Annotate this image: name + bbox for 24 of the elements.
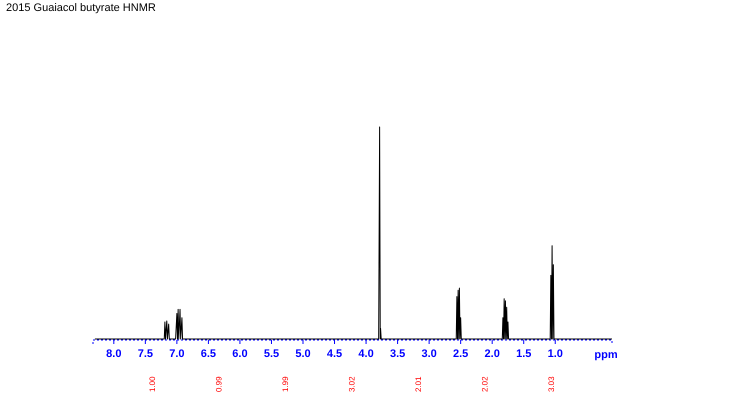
x-tick-label: 3.5 [390, 348, 406, 360]
x-tick-label: 5.5 [264, 348, 280, 360]
text: 3.02 [348, 376, 357, 392]
chart-title: 2015 Guaiacol butyrate HNMR [6, 2, 156, 14]
x-tick-label: 1.0 [548, 348, 563, 360]
x-axis-title: ppm [594, 349, 618, 361]
x-tick-label: 2.5 [453, 348, 468, 360]
text: 3.03 [547, 376, 556, 392]
text: 1.99 [281, 376, 290, 392]
text: 2.02 [480, 376, 490, 392]
x-tick-label: 6.0 [232, 348, 248, 360]
x-tick-label: 3.0 [421, 348, 437, 360]
text: 1.00 [148, 376, 158, 392]
text: 0.99 [214, 376, 224, 392]
x-tick-label: 4.5 [326, 348, 342, 360]
x-tick-label: 8.0 [106, 348, 122, 360]
x-tick-label: 4.0 [358, 348, 374, 360]
x-tick-label: 7.5 [138, 348, 153, 360]
x-tick-label: 5.0 [295, 348, 311, 360]
text: 2.01 [414, 376, 424, 392]
x-tick-label: 7.0 [169, 348, 185, 360]
x-tick-label: 2.0 [484, 348, 500, 360]
x-tick-label: 1.5 [516, 348, 532, 360]
x-tick-label: 6.5 [200, 348, 216, 360]
